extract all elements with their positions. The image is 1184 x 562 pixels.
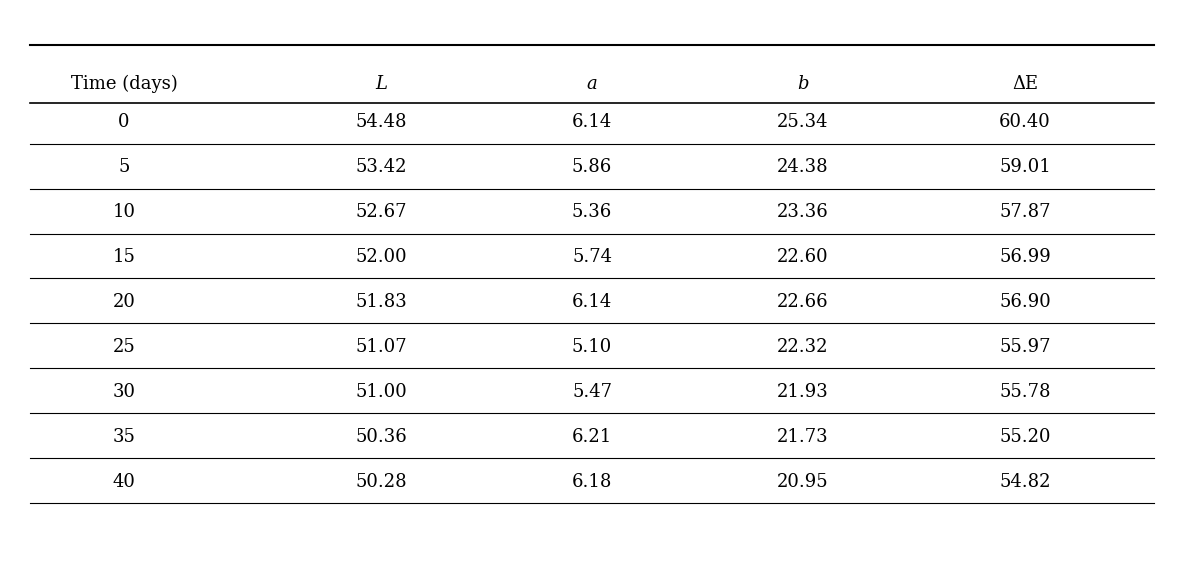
Text: 25: 25 (112, 338, 135, 356)
Text: Time (days): Time (days) (71, 75, 178, 93)
Text: 50.36: 50.36 (355, 428, 407, 446)
Text: ΔE: ΔE (1012, 75, 1038, 93)
Text: 5: 5 (118, 158, 129, 176)
Text: 0: 0 (118, 113, 130, 131)
Text: 6.18: 6.18 (572, 473, 612, 491)
Text: 6.14: 6.14 (572, 293, 612, 311)
Text: 56.90: 56.90 (999, 293, 1051, 311)
Text: 51.07: 51.07 (355, 338, 407, 356)
Text: 25.34: 25.34 (777, 113, 829, 131)
Text: 51.83: 51.83 (355, 293, 407, 311)
Text: L: L (375, 75, 387, 93)
Text: 22.60: 22.60 (777, 248, 829, 266)
Text: 55.78: 55.78 (999, 383, 1050, 401)
Text: 10: 10 (112, 203, 135, 221)
Text: a: a (586, 75, 598, 93)
Text: 5.36: 5.36 (572, 203, 612, 221)
Text: 55.97: 55.97 (999, 338, 1050, 356)
Text: 5.74: 5.74 (572, 248, 612, 266)
Text: 57.87: 57.87 (999, 203, 1050, 221)
Text: 52.00: 52.00 (355, 248, 407, 266)
Text: 22.32: 22.32 (777, 338, 829, 356)
Text: 21.93: 21.93 (777, 383, 829, 401)
Text: 5.86: 5.86 (572, 158, 612, 176)
Text: 54.48: 54.48 (355, 113, 407, 131)
Text: 22.66: 22.66 (777, 293, 829, 311)
Text: 15: 15 (112, 248, 135, 266)
Text: 23.36: 23.36 (777, 203, 829, 221)
Text: 5.47: 5.47 (572, 383, 612, 401)
Text: 59.01: 59.01 (999, 158, 1051, 176)
Text: 24.38: 24.38 (777, 158, 829, 176)
Text: 51.00: 51.00 (355, 383, 407, 401)
Text: 20.95: 20.95 (777, 473, 829, 491)
Text: 21.73: 21.73 (777, 428, 829, 446)
Text: 55.20: 55.20 (999, 428, 1050, 446)
Text: 60.40: 60.40 (999, 113, 1051, 131)
Text: 30: 30 (112, 383, 135, 401)
Text: 53.42: 53.42 (355, 158, 407, 176)
Text: 5.10: 5.10 (572, 338, 612, 356)
Text: 56.99: 56.99 (999, 248, 1051, 266)
Text: 50.28: 50.28 (355, 473, 407, 491)
Text: 6.21: 6.21 (572, 428, 612, 446)
Text: 54.82: 54.82 (999, 473, 1050, 491)
Text: 52.67: 52.67 (355, 203, 407, 221)
Text: 6.14: 6.14 (572, 113, 612, 131)
Text: b: b (797, 75, 809, 93)
Text: 35: 35 (112, 428, 135, 446)
Text: 40: 40 (112, 473, 135, 491)
Text: 20: 20 (112, 293, 135, 311)
